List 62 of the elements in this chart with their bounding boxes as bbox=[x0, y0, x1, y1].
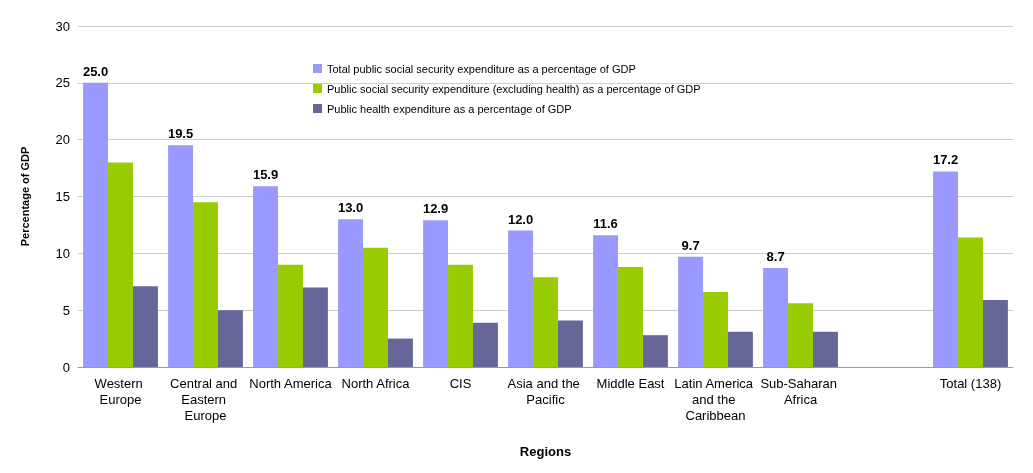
bar bbox=[338, 219, 364, 367]
x-tick-label: Sub-Saharan Africa bbox=[760, 375, 841, 407]
y-tick-label: 5 bbox=[62, 302, 70, 318]
x-tick-label: Asia and the Pacific bbox=[507, 375, 584, 407]
bar bbox=[83, 82, 109, 367]
bar bbox=[193, 202, 218, 367]
data-label: 11.6 bbox=[593, 216, 618, 232]
y-tick-label: 15 bbox=[55, 189, 70, 204]
x-tick-label: CIS bbox=[449, 375, 472, 391]
bar bbox=[423, 220, 449, 367]
bar bbox=[982, 299, 1008, 367]
bar bbox=[933, 171, 959, 367]
data-label: 13.0 bbox=[337, 200, 364, 216]
x-axis-title: Regions bbox=[519, 444, 572, 459]
bar bbox=[508, 230, 534, 367]
data-label: 25.0 bbox=[82, 63, 109, 79]
bar bbox=[763, 268, 789, 367]
x-tick-label: Latin America and the Caribbean bbox=[674, 375, 757, 423]
x-tick-label: North America bbox=[249, 375, 333, 391]
bar bbox=[703, 291, 728, 367]
bar bbox=[557, 320, 583, 367]
bar bbox=[472, 322, 498, 367]
data-label: 12.9 bbox=[422, 201, 449, 217]
data-label: 12.0 bbox=[507, 211, 534, 227]
bar bbox=[108, 162, 133, 367]
bar bbox=[593, 235, 619, 367]
bar bbox=[678, 256, 704, 367]
bar bbox=[302, 287, 328, 367]
bar bbox=[618, 266, 643, 367]
data-label: 17.2 bbox=[932, 152, 959, 168]
x-tick-label: Middle East bbox=[596, 375, 665, 391]
bar bbox=[448, 264, 473, 367]
legend-label: Public social security expenditure (excluding health) as a percentage of GDP bbox=[327, 82, 701, 95]
y-axis-title: Percentage of GDP bbox=[18, 146, 31, 247]
bar bbox=[253, 186, 279, 367]
y-tick-label: 10 bbox=[55, 245, 70, 261]
legend-label: Total public social security expenditure as a percentage of GDP bbox=[327, 62, 636, 75]
bar bbox=[132, 286, 158, 367]
data-label: 15.9 bbox=[252, 167, 279, 183]
y-tick-label: 25 bbox=[55, 75, 70, 91]
y-tick-label: 0 bbox=[62, 359, 70, 375]
x-tick-label: Central and Eastern Europe bbox=[170, 375, 241, 423]
data-label: 8.7 bbox=[766, 249, 785, 265]
bar bbox=[533, 277, 558, 367]
data-label: 9.7 bbox=[681, 237, 700, 253]
bar bbox=[278, 264, 303, 367]
data-label: 19.5 bbox=[167, 126, 194, 142]
legend-label: Public health expenditure as a percentage of GDP bbox=[327, 102, 572, 115]
bar bbox=[642, 335, 668, 367]
bar bbox=[168, 145, 194, 367]
bar bbox=[363, 247, 388, 367]
x-tick-label: North Africa bbox=[341, 375, 411, 391]
bar bbox=[812, 331, 838, 367]
bar bbox=[387, 338, 413, 367]
y-tick-label: 20 bbox=[55, 132, 70, 148]
y-tick-label: 30 bbox=[55, 18, 70, 34]
bar bbox=[788, 303, 813, 367]
bar bbox=[958, 237, 983, 367]
x-tick-label: Western Europe bbox=[94, 375, 147, 407]
bar bbox=[217, 310, 243, 367]
bar bbox=[727, 331, 753, 367]
x-tick-label: Total (138) bbox=[939, 375, 1002, 391]
